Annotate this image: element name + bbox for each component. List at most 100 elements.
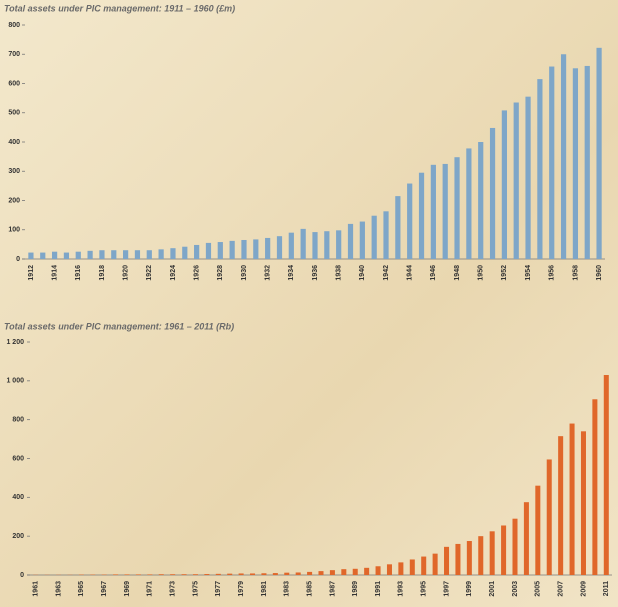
bar [525, 96, 531, 259]
bar [217, 242, 223, 259]
bar [158, 574, 164, 575]
x-tick-label: 2005 [535, 581, 542, 597]
bar [307, 571, 313, 575]
bar [603, 375, 609, 575]
x-tick-label: 1942 [383, 265, 390, 281]
bar [238, 573, 244, 575]
bar [336, 230, 342, 259]
bar [489, 127, 496, 260]
bar [170, 574, 176, 575]
bar [181, 574, 187, 575]
bar [40, 252, 46, 259]
bar [535, 485, 541, 575]
bar [147, 574, 153, 575]
x-tick-label: 2003 [512, 581, 519, 597]
bar [229, 240, 235, 259]
x-tick-label: 1963 [55, 581, 62, 597]
bar [113, 574, 119, 575]
bar [572, 68, 579, 259]
y-tick-label: 400 [12, 494, 24, 501]
bar [75, 251, 81, 259]
bar [347, 223, 354, 259]
bar [261, 573, 267, 575]
bar [51, 251, 58, 259]
bar [135, 574, 141, 575]
bar [371, 215, 377, 259]
bar [442, 163, 448, 259]
bar [455, 543, 461, 575]
x-tick-label: 1926 [193, 265, 200, 281]
bar [265, 237, 271, 259]
bar [398, 562, 404, 575]
bar [501, 110, 507, 259]
bar [466, 148, 472, 259]
y-tick-label: 800 [8, 22, 20, 29]
x-tick-label: 1977 [215, 581, 222, 597]
x-tick-label: 1924 [170, 265, 177, 281]
bar [312, 232, 318, 259]
bar [430, 164, 436, 259]
bar [444, 546, 450, 575]
x-tick-label: 1918 [99, 265, 106, 281]
x-tick-label: 1946 [430, 265, 437, 281]
bar [134, 250, 141, 259]
bar [146, 250, 152, 259]
bar [478, 536, 484, 575]
x-tick-label: 1995 [421, 581, 428, 597]
x-tick-label: 1932 [264, 265, 271, 281]
x-tick-label: 1960 [596, 265, 603, 281]
x-tick-label: 1958 [572, 265, 579, 281]
bar [375, 566, 381, 575]
y-tick-label: 100 [8, 227, 20, 234]
bar [407, 183, 413, 259]
x-tick-label: 1954 [525, 265, 532, 281]
x-tick-label: 1989 [352, 581, 359, 597]
bar [558, 436, 564, 575]
x-tick-label: 1999 [466, 581, 473, 597]
y-tick-label: 0 [20, 572, 24, 579]
x-tick-label: 1914 [51, 265, 58, 281]
bar [253, 239, 259, 259]
x-tick-label: 1948 [454, 265, 461, 281]
bar [28, 252, 34, 259]
x-tick-label: 1912 [28, 265, 35, 281]
y-tick-label: 0 [16, 256, 20, 263]
bar [99, 250, 105, 259]
bar [560, 54, 567, 259]
bar [276, 236, 283, 259]
x-tick-label: 1981 [261, 581, 268, 597]
y-tick-label: 600 [8, 80, 20, 87]
bar [409, 559, 415, 575]
x-tick-label: 1938 [336, 265, 343, 281]
bar [124, 574, 130, 575]
x-tick-label: 1993 [398, 581, 405, 597]
x-tick-label: 1930 [241, 265, 248, 281]
bar [250, 573, 256, 575]
x-tick-label: 1975 [192, 581, 199, 597]
x-tick-label: 1973 [169, 581, 176, 597]
chart-title: Total assets under PIC management: 1961 … [4, 321, 234, 331]
bar [383, 211, 389, 259]
bar [537, 79, 543, 259]
y-tick-label: 500 [8, 110, 20, 117]
bar [395, 196, 401, 259]
bar [87, 250, 93, 259]
bar [318, 571, 324, 575]
y-tick-label: 1 000 [6, 378, 24, 385]
x-tick-label: 2011 [603, 581, 610, 596]
x-tick-label: 2001 [489, 581, 496, 597]
bar [288, 232, 294, 259]
bar [386, 564, 392, 575]
x-tick-label: 1985 [306, 581, 313, 597]
bar [584, 65, 590, 259]
bar [241, 239, 247, 259]
bar [324, 231, 330, 259]
bar [592, 399, 598, 575]
chart-title: Total assets under PIC management: 1911 … [4, 3, 235, 13]
bar [596, 47, 602, 259]
x-tick-label: 1920 [122, 265, 129, 281]
x-tick-label: 1983 [284, 581, 291, 597]
bar [170, 248, 176, 259]
bar [454, 157, 460, 259]
